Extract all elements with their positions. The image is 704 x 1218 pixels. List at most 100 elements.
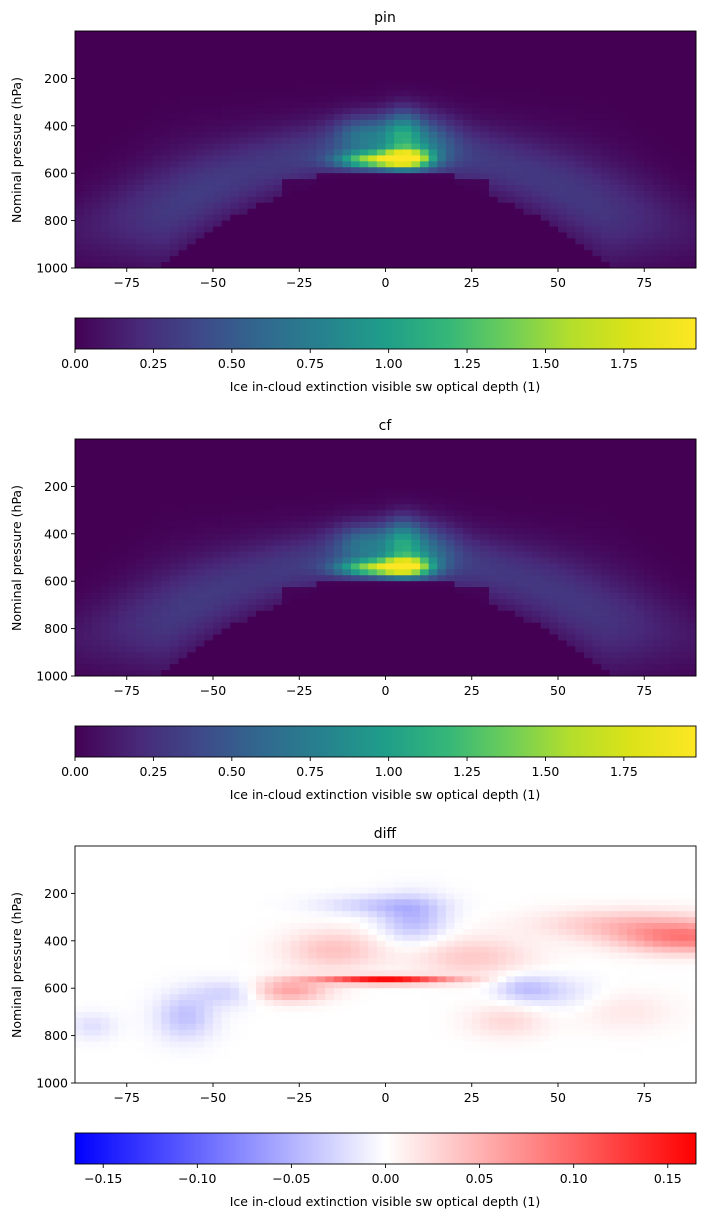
heatmap-cell xyxy=(445,664,455,671)
heatmap-cell xyxy=(135,42,145,50)
heatmap-cell xyxy=(368,486,378,493)
heatmap-cell xyxy=(609,185,619,192)
heatmap-cell xyxy=(316,84,326,91)
heatmap-cell xyxy=(402,208,412,216)
heatmap-cell xyxy=(420,220,430,227)
heatmap-cell xyxy=(213,575,223,582)
heatmap-cell xyxy=(307,179,317,186)
heatmap-cell xyxy=(204,66,214,73)
heatmap-cell xyxy=(264,468,274,475)
heatmap-cell xyxy=(238,238,248,245)
heatmap-cell xyxy=(351,575,361,582)
heatmap-cell xyxy=(687,84,697,91)
heatmap-cell xyxy=(256,66,266,73)
heatmap-cell xyxy=(161,66,171,73)
heatmap-cell xyxy=(351,664,361,671)
heatmap-cell xyxy=(316,173,326,180)
heatmap-cell xyxy=(428,646,438,653)
heatmap-cell xyxy=(661,238,671,245)
heatmap-cell xyxy=(178,664,188,671)
heatmap-cell xyxy=(333,581,343,588)
heatmap-cell xyxy=(394,226,404,233)
heatmap-cell xyxy=(169,173,179,180)
heatmap-cell xyxy=(109,208,119,216)
heatmap-cell xyxy=(273,640,283,647)
heatmap-cell xyxy=(489,226,499,233)
heatmap-cell xyxy=(144,646,154,653)
heatmap-cell xyxy=(497,119,507,127)
heatmap-cell xyxy=(601,256,611,263)
heatmap-cell xyxy=(497,569,507,576)
heatmap-cell xyxy=(109,563,119,570)
heatmap-cell xyxy=(333,155,343,162)
heatmap-cell xyxy=(290,102,300,109)
heatmap-cell xyxy=(299,244,309,251)
heatmap-cell xyxy=(471,575,481,582)
heatmap-cell xyxy=(618,36,628,44)
heatmap-cell xyxy=(169,557,179,564)
heatmap-cell xyxy=(463,196,473,204)
heatmap-cell xyxy=(489,569,499,576)
heatmap-cell xyxy=(394,90,404,97)
heatmap-cell xyxy=(92,149,102,156)
heatmap-cell xyxy=(83,593,93,600)
heatmap-cell xyxy=(385,54,395,62)
heatmap-cell xyxy=(169,658,179,665)
heatmap-cell xyxy=(394,593,404,600)
heatmap-cell xyxy=(92,569,102,576)
colorbar-tick-label: 0.25 xyxy=(139,356,167,371)
heatmap-cell xyxy=(489,42,499,50)
heatmap-cell xyxy=(204,569,214,576)
heatmap-cell xyxy=(118,31,128,38)
heatmap-cell xyxy=(678,48,688,56)
heatmap-cell xyxy=(661,244,671,251)
heatmap-cell xyxy=(385,504,395,511)
heatmap-cell xyxy=(618,185,628,192)
heatmap-cell xyxy=(540,119,550,127)
heatmap-cell xyxy=(325,220,335,227)
heatmap-cell xyxy=(282,202,292,210)
heatmap-cell xyxy=(169,108,179,115)
heatmap-cell xyxy=(463,634,473,641)
heatmap-cell xyxy=(566,238,576,245)
heatmap-cell xyxy=(489,66,499,73)
heatmap-cell xyxy=(230,670,240,677)
heatmap-cell xyxy=(592,108,602,115)
heatmap-cell xyxy=(316,185,326,192)
heatmap-cell xyxy=(480,610,490,618)
heatmap-cell xyxy=(178,202,188,210)
heatmap-cell xyxy=(152,569,162,576)
heatmap-cell xyxy=(402,480,412,487)
heatmap-cell xyxy=(264,450,274,458)
heatmap-cell xyxy=(144,220,154,227)
heatmap-cell xyxy=(342,634,352,641)
heatmap-cell xyxy=(169,462,179,470)
heatmap-cell xyxy=(420,226,430,233)
heatmap-cell xyxy=(273,622,283,629)
heatmap-cell xyxy=(195,527,205,535)
heatmap-cell xyxy=(376,670,386,677)
heatmap-cell xyxy=(532,66,542,73)
heatmap-cell xyxy=(428,521,438,529)
heatmap-cell xyxy=(411,84,421,91)
heatmap-cell xyxy=(618,262,628,269)
heatmap-cell xyxy=(454,521,464,529)
heatmap-cell xyxy=(601,96,611,103)
heatmap-cell xyxy=(135,173,145,180)
heatmap-cell xyxy=(247,587,257,594)
heatmap-cell xyxy=(497,521,507,529)
heatmap-cell xyxy=(376,581,386,588)
heatmap-cell xyxy=(618,202,628,210)
heatmap-cell xyxy=(351,569,361,576)
heatmap-cell xyxy=(411,96,421,103)
heatmap-cell xyxy=(627,185,637,192)
heatmap-cell xyxy=(652,190,662,198)
heatmap-cell xyxy=(299,54,309,62)
heatmap-cell xyxy=(618,208,628,216)
heatmap-cell xyxy=(635,72,645,79)
heatmap-cell xyxy=(290,539,300,547)
heatmap-cell xyxy=(592,42,602,50)
heatmap-cell xyxy=(523,66,533,73)
heatmap-cell xyxy=(351,119,361,127)
heatmap-cell xyxy=(213,521,223,529)
